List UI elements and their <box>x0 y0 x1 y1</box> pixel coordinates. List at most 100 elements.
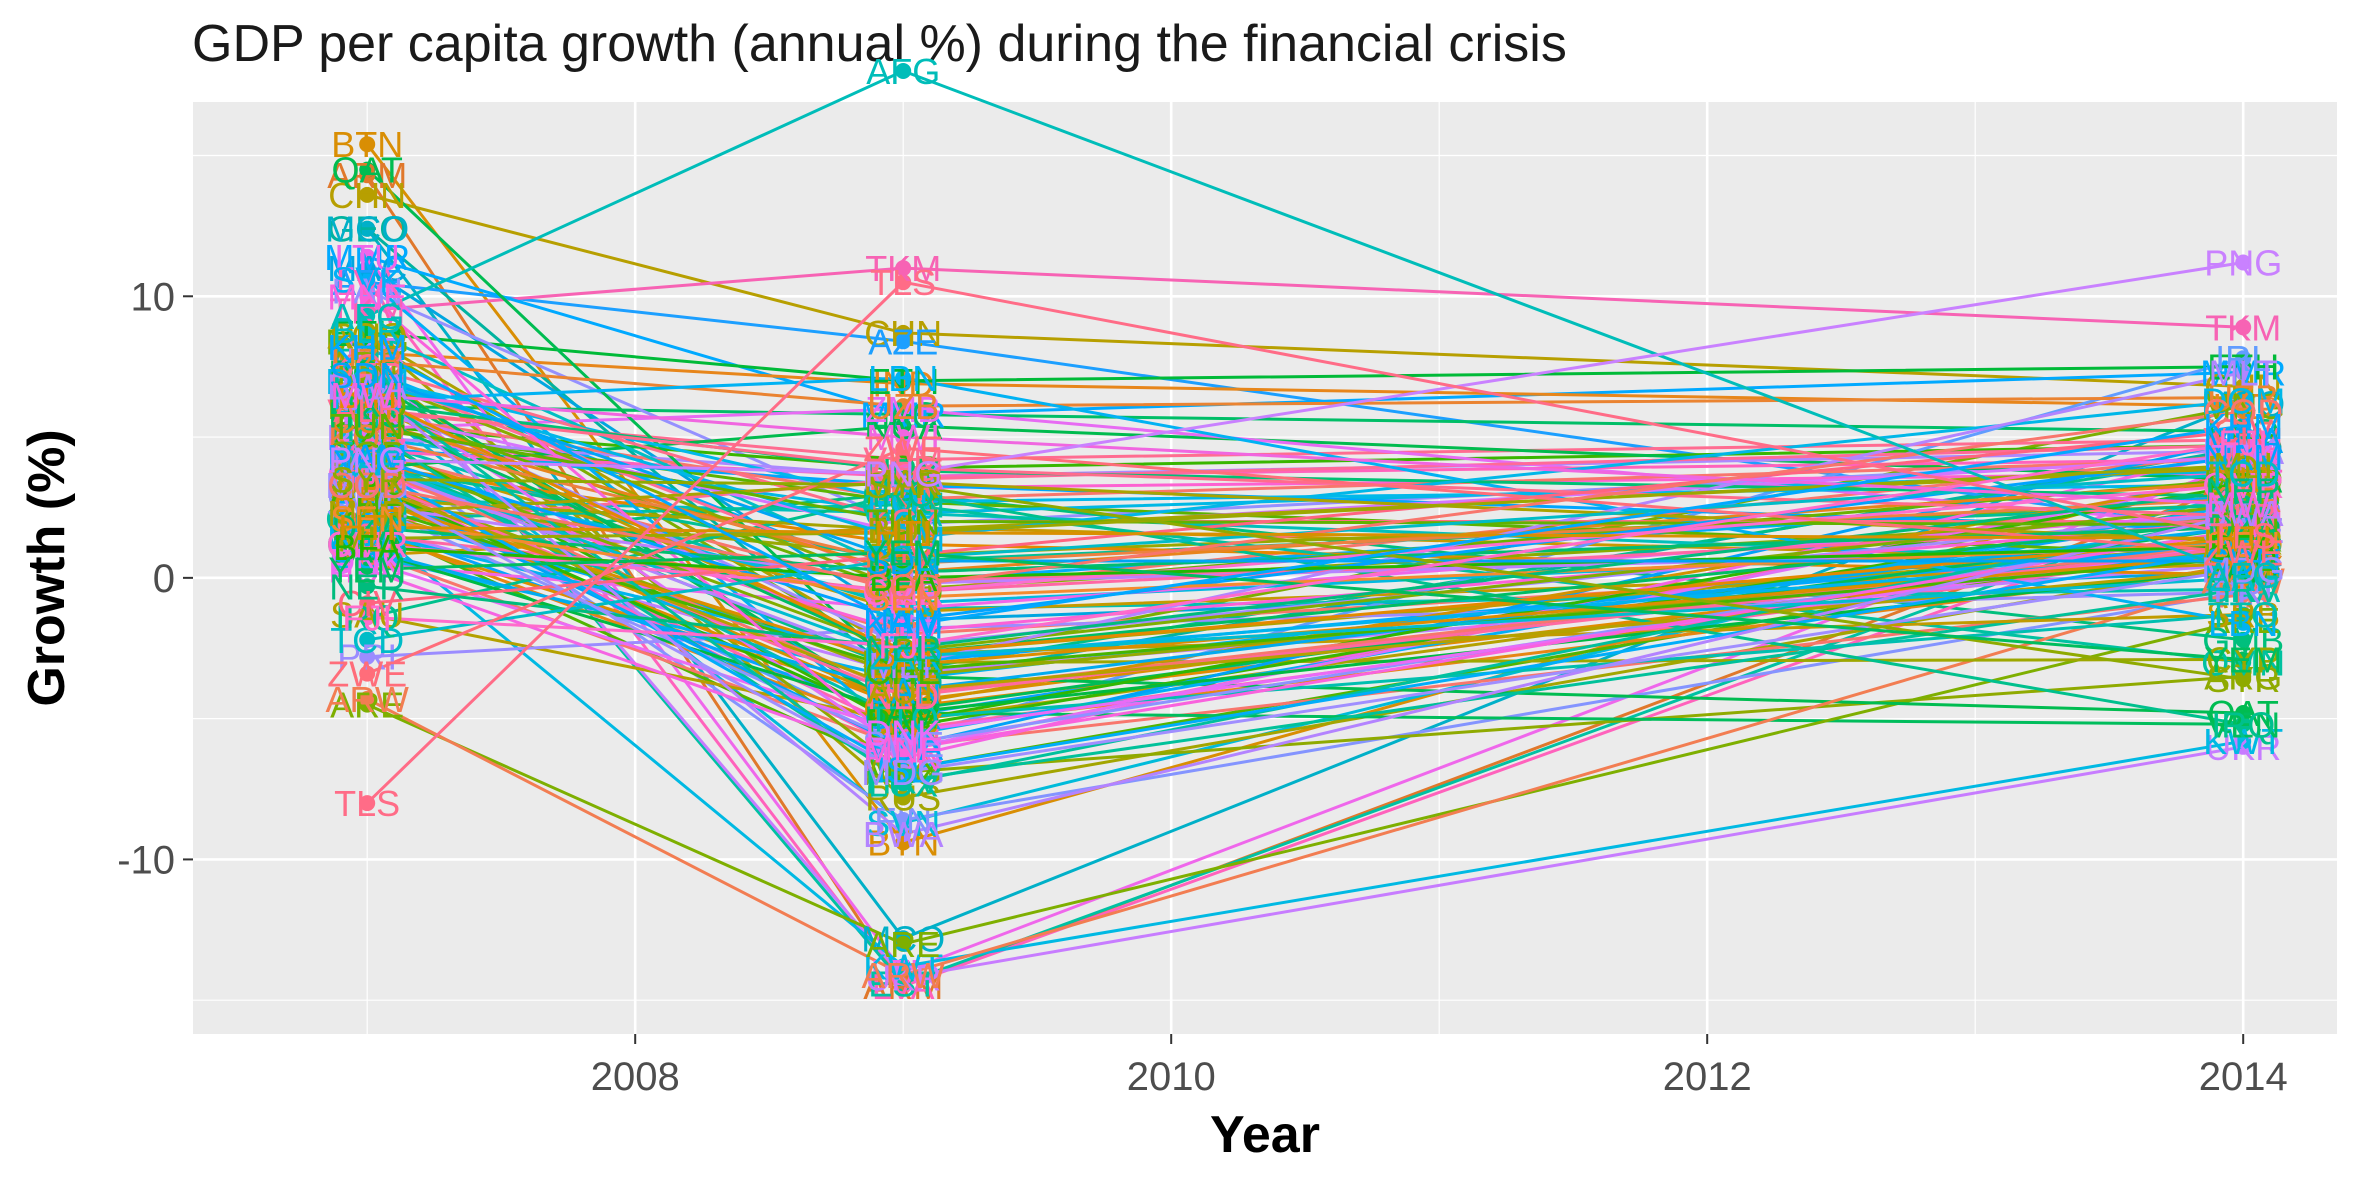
point-label-lao-2009: LAO <box>867 395 939 436</box>
point-label-pol-2007: POL <box>331 358 403 399</box>
point-label-col-2009: COL <box>866 552 940 593</box>
point-label-dza-2009: DZA <box>867 552 939 593</box>
point-label-nam-2007: NAM <box>327 437 407 478</box>
point-label-syr-2009: SYR <box>866 465 940 506</box>
point-label-col-2007: COL <box>330 400 404 441</box>
point-label-usa-2014: USA <box>2206 507 2280 548</box>
axes: 2008 2010 2012 2014 -10 0 10 <box>117 275 2288 1099</box>
point-label-bol-2007: BOL <box>331 479 403 520</box>
point-label-bih-2007: BIH <box>337 375 397 416</box>
point-label-hun-2009: HUN <box>864 738 942 779</box>
point-label-afg-2009: AFG <box>866 51 940 92</box>
point-label-yem-2009: YEM <box>864 533 942 574</box>
point-label-rou-2009: ROU <box>863 730 943 771</box>
point-label-gtm-2007: GTM <box>327 454 407 495</box>
point-label-sgp-2009: SGP <box>865 631 941 672</box>
point-label-uzb-2009: UZB <box>867 386 939 427</box>
point-label-hun-2007: HUN <box>328 549 406 590</box>
point-label-vnm-2014: VNM <box>2203 420 2283 461</box>
point-label-civ-2007: CIV <box>337 583 397 624</box>
point-label-kaz-2007: KAZ <box>332 350 402 391</box>
point-label-bgd-2007: BGD <box>328 406 406 447</box>
point-label-tha-2007: THA <box>331 431 403 472</box>
point-label-srb-2007: SRB <box>330 383 404 424</box>
point-label-mdg-2014: MDG <box>2201 549 2285 590</box>
point-label-aze-2014: AZE <box>2208 513 2278 554</box>
point-label-pan-2007: PAN <box>332 271 403 312</box>
point-label-ecu-2014: ECU <box>2205 493 2281 534</box>
point-label-pry-2014: PRY <box>2207 465 2280 506</box>
point-label-jor-2007: JOR <box>331 445 403 486</box>
point-label-bwa-2007: BWA <box>327 366 408 407</box>
point-label-png-2014: PNG <box>2204 243 2282 284</box>
point-label-ltu-2014: LTU <box>2211 442 2276 483</box>
point-label-kor-2007: KOR <box>328 417 406 458</box>
point-label-mys-2014: MYS <box>2204 434 2282 475</box>
point-label-isr-2014: ISR <box>2213 521 2273 562</box>
y-axis-title: Growth (%) <box>18 429 76 706</box>
point-tcd-2014 <box>2235 465 2252 482</box>
point-label-sen-2009: SEN <box>866 578 940 619</box>
point-label-mar-2014: MAR <box>2203 521 2283 562</box>
point-label-npl-2007: NPL <box>332 504 402 545</box>
point-ecu-2009 <box>895 600 912 617</box>
point-label-pri-2009: PRI <box>873 609 933 650</box>
point-label-bgd-2014: BGD <box>2204 426 2282 467</box>
point-label-pri-2007: PRI <box>337 637 397 678</box>
point-qat-2014 <box>2235 705 2252 721</box>
point-syr-2009 <box>895 476 912 493</box>
point-gmb-2014 <box>2235 631 2252 648</box>
point-label-mys-2007: MYS <box>328 437 406 478</box>
point-sdn-2007 <box>359 367 376 384</box>
point-label-fji-2014: FJI <box>2218 423 2268 464</box>
point-label-hti-2014: HTI <box>2214 518 2272 559</box>
point-label-moz-2009: MOZ <box>863 457 943 498</box>
point-label-lbn-2007: LBN <box>332 381 402 422</box>
point-label-mne-2009: MNE <box>863 730 943 771</box>
point-label-ltu-2007: LTU <box>335 237 400 278</box>
x-tick-label: 2008 <box>591 1055 680 1099</box>
point-label-mar-2007: MAR <box>327 493 407 534</box>
point-label-gbr-2014: GBR <box>2204 493 2282 534</box>
point-label-kgz-2014: KGZ <box>2206 502 2280 543</box>
point-label-tza-2007: TZA <box>333 417 401 458</box>
point-label-ago-2007: AGO <box>327 316 407 357</box>
point-label-lva-2009: LVA <box>872 966 935 1007</box>
point-label-svn-2007: SVN <box>330 381 404 422</box>
point-label-swe-2014: SWE <box>2202 510 2284 551</box>
point-label-tkm-2009: TKM <box>865 248 941 289</box>
point-label-bwa-2014: BWA <box>2203 493 2284 534</box>
point-label-are-2014: ARE <box>2206 600 2280 641</box>
y-tick-label: 10 <box>131 275 176 319</box>
point-label-sen-2014: SEN <box>2206 524 2280 565</box>
point-label-are-2007: ARE <box>330 685 404 726</box>
point-label-mac-2007: MAC <box>327 248 407 289</box>
point-label-vnm-2007: VNM <box>327 392 407 433</box>
point-label-dnk-2014: DNK <box>2205 524 2281 565</box>
point-label-mmr-2009: MMR <box>860 395 946 436</box>
point-label-mng-2007: MNG <box>325 321 409 362</box>
point-label-dnk-2007: DNK <box>329 541 405 582</box>
point-ner-2014 <box>2235 482 2252 499</box>
point-label-esp-2007: ESP <box>331 513 403 554</box>
point-label-aus-2014: AUS <box>2206 527 2280 568</box>
point-label-sau-2009: SAU <box>866 702 940 743</box>
point-label-nor-2014: NOR <box>2203 533 2283 574</box>
point-label-rwa-2007: RWA <box>326 417 408 458</box>
point-label-uzb-2014: UZB <box>2207 378 2279 419</box>
point-label-tur-2007: TUR <box>330 457 404 498</box>
point-label-gmb-2014: GMB <box>2202 620 2284 661</box>
point-label-lao-2014: LAO <box>2207 411 2279 452</box>
point-aut-2009 <box>895 682 912 699</box>
point-label-phl-2007: PHL <box>332 431 402 472</box>
point-label-mdg-2009: MDG <box>861 752 945 793</box>
point-label-prt-2009: PRT <box>868 642 939 683</box>
point-label-tjk-2007: TJK <box>335 392 399 433</box>
point-label-grc-2009: GRC <box>863 687 943 728</box>
point-label-bol-2014: BOL <box>2207 448 2279 489</box>
point-label-mda-2007: MDA <box>327 465 407 506</box>
point-label-gbr-2009: GBR <box>864 696 942 737</box>
point-label-mda-2014: MDA <box>2203 420 2283 461</box>
point-label-qat-2007: QAT <box>332 150 403 191</box>
point-label-zwe-2009: ZWE <box>863 428 943 469</box>
